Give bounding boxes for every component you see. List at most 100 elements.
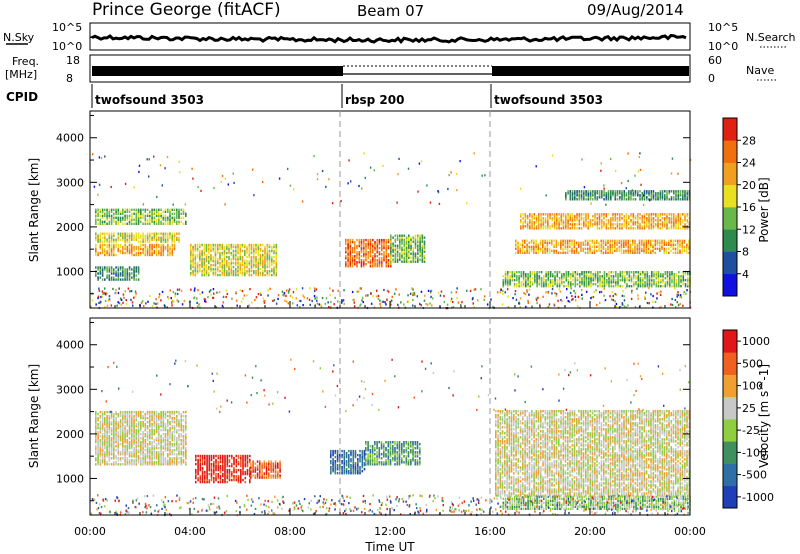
data-cell xyxy=(108,437,111,440)
data-cell xyxy=(657,227,659,230)
noise-cell xyxy=(104,299,107,303)
data-cell xyxy=(140,427,142,430)
data-cell xyxy=(511,271,514,274)
data-cell xyxy=(650,213,653,216)
noise-cell xyxy=(315,288,318,291)
data-cell xyxy=(212,247,215,251)
data-cell xyxy=(164,449,167,452)
data-cell xyxy=(182,212,185,215)
data-cell xyxy=(140,433,142,436)
noise-cell xyxy=(91,299,94,302)
data-cell xyxy=(645,249,648,252)
data-cell xyxy=(585,221,587,224)
noise-cell xyxy=(555,292,558,296)
data-cell xyxy=(250,259,253,263)
data-cell xyxy=(160,441,162,444)
data-cell xyxy=(131,435,133,438)
data-cell xyxy=(625,215,628,218)
data-cell xyxy=(217,273,219,277)
data-cell xyxy=(275,247,278,251)
data-cell xyxy=(101,433,104,436)
data-cell xyxy=(374,244,376,248)
data-cell xyxy=(408,252,410,255)
data-cell xyxy=(271,255,273,259)
data-cell xyxy=(645,243,648,246)
data-cell xyxy=(171,416,174,420)
data-cell xyxy=(412,238,415,241)
data-cell xyxy=(110,427,113,430)
data-cell xyxy=(585,194,587,197)
noise-cell xyxy=(406,300,409,304)
data-cell xyxy=(122,457,124,460)
data-cell xyxy=(128,240,131,243)
data-cell xyxy=(117,272,120,275)
data-cell xyxy=(648,225,650,228)
data-cell xyxy=(585,273,588,276)
data-cell xyxy=(151,218,153,221)
data-cell xyxy=(589,196,592,199)
data-cell xyxy=(349,263,352,266)
freq-unit-label: [MHz] xyxy=(5,68,37,81)
data-cell xyxy=(583,273,586,276)
data-cell xyxy=(171,435,174,438)
data-cell xyxy=(137,410,140,414)
data-cell xyxy=(113,414,115,418)
data-cell xyxy=(149,463,151,466)
data-cell xyxy=(232,255,235,259)
data-cell xyxy=(650,243,652,246)
data-cell xyxy=(176,212,178,215)
data-cell xyxy=(657,277,660,280)
data-cell xyxy=(128,251,131,255)
data-cell xyxy=(135,429,138,432)
data-cell xyxy=(515,245,517,248)
sparse-cell xyxy=(625,187,627,190)
data-cell xyxy=(190,247,192,251)
data-cell xyxy=(367,257,370,260)
data-cell xyxy=(131,253,133,257)
data-cell xyxy=(171,240,174,243)
data-cell xyxy=(522,217,524,220)
data-cell xyxy=(124,208,126,211)
data-cell xyxy=(237,245,239,249)
data-cell xyxy=(583,217,585,220)
data-cell xyxy=(169,447,171,450)
data-cell xyxy=(629,243,632,246)
data-cell xyxy=(655,192,657,195)
data-cell xyxy=(536,279,538,282)
data-cell xyxy=(223,267,226,271)
data-cell xyxy=(101,268,104,271)
sparse-cell xyxy=(447,187,449,191)
data-cell xyxy=(223,251,226,255)
data-cell xyxy=(230,269,233,273)
data-cell xyxy=(117,449,120,452)
data-cell xyxy=(246,265,248,269)
data-cell xyxy=(151,249,153,253)
noise-cell xyxy=(351,290,354,294)
data-cell xyxy=(140,243,142,247)
data-cell xyxy=(358,240,361,244)
data-cell xyxy=(210,249,212,253)
noise-cell xyxy=(140,301,143,304)
data-cell xyxy=(591,241,594,244)
noise-cell xyxy=(656,292,658,295)
data-cell xyxy=(149,441,151,444)
data-cell xyxy=(632,215,635,218)
data-cell xyxy=(131,268,133,271)
data-cell xyxy=(117,218,120,221)
data-cell xyxy=(151,461,153,464)
data-cell xyxy=(569,194,572,197)
noise-cell xyxy=(443,295,445,298)
data-cell xyxy=(99,245,102,249)
noise-cell xyxy=(104,305,106,308)
sparse-cell xyxy=(224,203,226,206)
data-cell xyxy=(612,285,615,288)
data-cell xyxy=(176,425,178,428)
data-cell xyxy=(140,240,142,243)
data-cell xyxy=(394,238,397,241)
data-cell xyxy=(651,271,653,274)
data-cell xyxy=(164,222,167,225)
data-cell xyxy=(122,443,124,446)
data-cell xyxy=(637,277,640,280)
data-cell xyxy=(201,263,203,267)
data-cell xyxy=(410,252,412,255)
